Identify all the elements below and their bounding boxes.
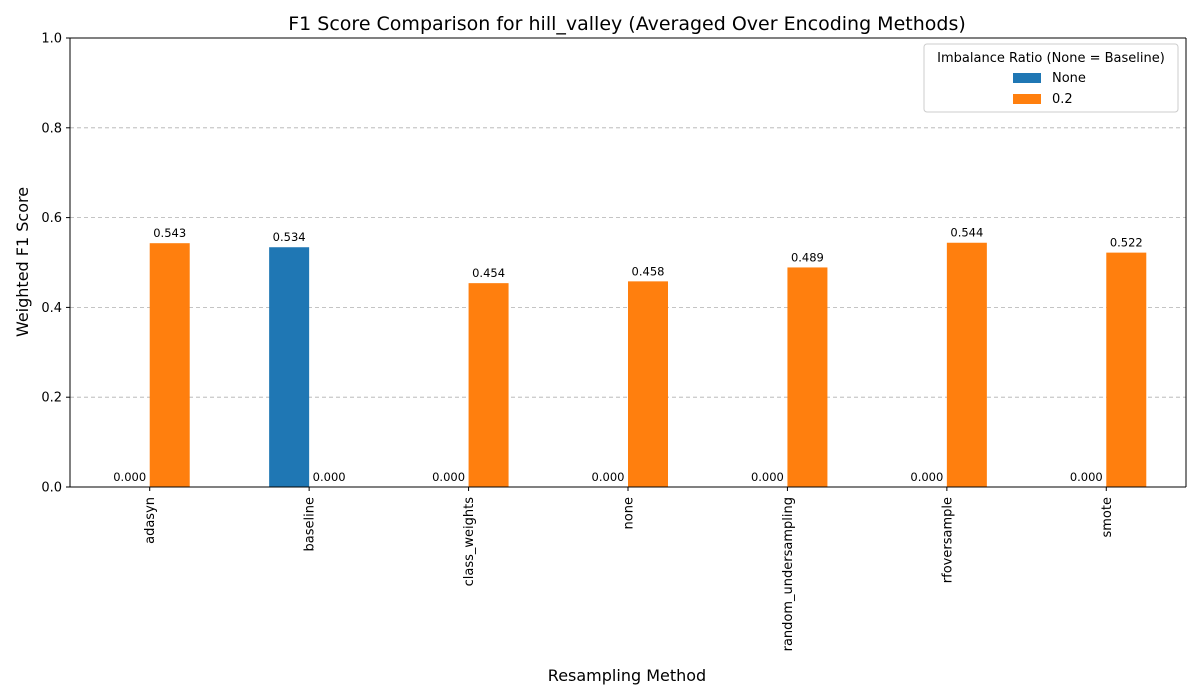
bar-value-label: 0.000 xyxy=(113,470,146,484)
legend-frame xyxy=(923,43,1179,113)
chart-title: F1 Score Comparison for hill_valley (Ave… xyxy=(288,13,966,35)
bar-value-label: 0.544 xyxy=(950,226,983,240)
bar-value-label: 0.534 xyxy=(273,230,306,244)
bar-value-label: 0.543 xyxy=(153,226,186,240)
bar-value-label: 0.000 xyxy=(1070,470,1103,484)
legend-swatch-none xyxy=(1013,73,1041,83)
x-tick-label: random_undersampling xyxy=(781,497,796,651)
bar-value-label: 0.000 xyxy=(910,470,943,484)
legend-title: Imbalance Ratio (None = Baseline) xyxy=(937,51,1165,66)
y-tick-label: 1.0 xyxy=(41,32,62,47)
x-axis-label: Resampling Method xyxy=(548,666,706,685)
bar xyxy=(149,243,190,487)
legend-swatch-0-2 xyxy=(1013,94,1041,104)
x-tick-label: baseline xyxy=(303,497,318,551)
bar-value-label: 0.522 xyxy=(1110,236,1143,250)
x-tick-label: smote xyxy=(1100,497,1115,538)
y-tick-label: 0.4 xyxy=(41,301,62,316)
bar-value-label: 0.000 xyxy=(751,470,784,484)
y-tick-label: 0.6 xyxy=(41,211,62,226)
bar xyxy=(1106,252,1147,487)
bar xyxy=(269,247,310,487)
y-tick-label: 0.8 xyxy=(41,121,62,136)
bar xyxy=(468,283,509,487)
bar-value-label: 0.489 xyxy=(791,250,824,264)
bar-value-label: 0.000 xyxy=(592,470,625,484)
legend-label-0-2: 0.2 xyxy=(1052,92,1073,107)
bar-value-label: 0.458 xyxy=(632,264,665,278)
y-axis-label: Weighted F1 Score xyxy=(13,187,32,337)
y-tick-label: 0.0 xyxy=(41,481,62,496)
x-tick-label: none xyxy=(622,497,637,529)
grid-lines xyxy=(70,127,1186,398)
x-tick-label: adasyn xyxy=(143,497,158,544)
bar xyxy=(628,281,668,487)
bar xyxy=(946,242,987,487)
bars xyxy=(149,242,1147,487)
bar-value-label: 0.000 xyxy=(313,470,346,484)
y-tick-label: 0.2 xyxy=(41,391,62,406)
bar-value-label: 0.454 xyxy=(472,266,505,280)
bar xyxy=(787,267,828,487)
x-tick-label: class_weights xyxy=(462,497,477,587)
legend: Imbalance Ratio (None = Baseline) None 0… xyxy=(923,43,1179,113)
x-tick-label: rfoversample xyxy=(940,497,955,583)
axes: 0.0 0.2 0.4 0.6 0.8 1.0 adasyn baseline class_we… xyxy=(41,32,1187,651)
bar-value-label: 0.000 xyxy=(432,470,465,484)
data-labels: 0.000 0.534 0.000 0.000 0.000 0.000 0.000 0.543… xyxy=(113,226,1143,484)
legend-label-none: None xyxy=(1052,71,1086,86)
